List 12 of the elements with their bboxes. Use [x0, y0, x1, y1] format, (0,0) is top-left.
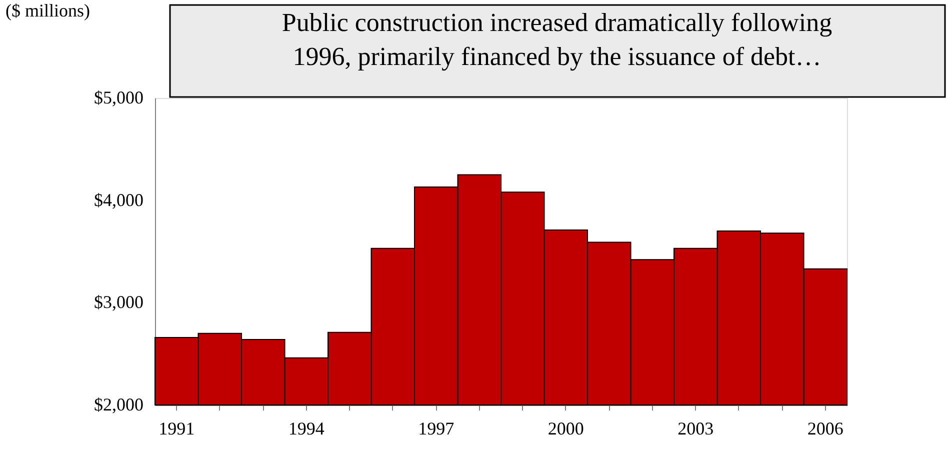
chart-title: Public construction increased dramatically following 1996, primarily financed by the issuance of debt… [282, 8, 832, 71]
x-tick-label: 1991 [158, 418, 195, 438]
y-tick-label: $3,000 [94, 292, 144, 312]
y-tick-label: $5,000 [94, 88, 144, 108]
y-tick-label: $4,000 [94, 190, 144, 210]
y-tick-label: $2,000 [94, 394, 144, 414]
x-tick-label: 1997 [418, 418, 454, 438]
x-tick-label: 2006 [807, 418, 844, 438]
x-tick-label: 1994 [288, 418, 324, 438]
y-axis-title: ($ millions) [6, 0, 90, 20]
x-tick-label: 2003 [678, 418, 714, 438]
x-tick-label: 2000 [548, 418, 584, 438]
